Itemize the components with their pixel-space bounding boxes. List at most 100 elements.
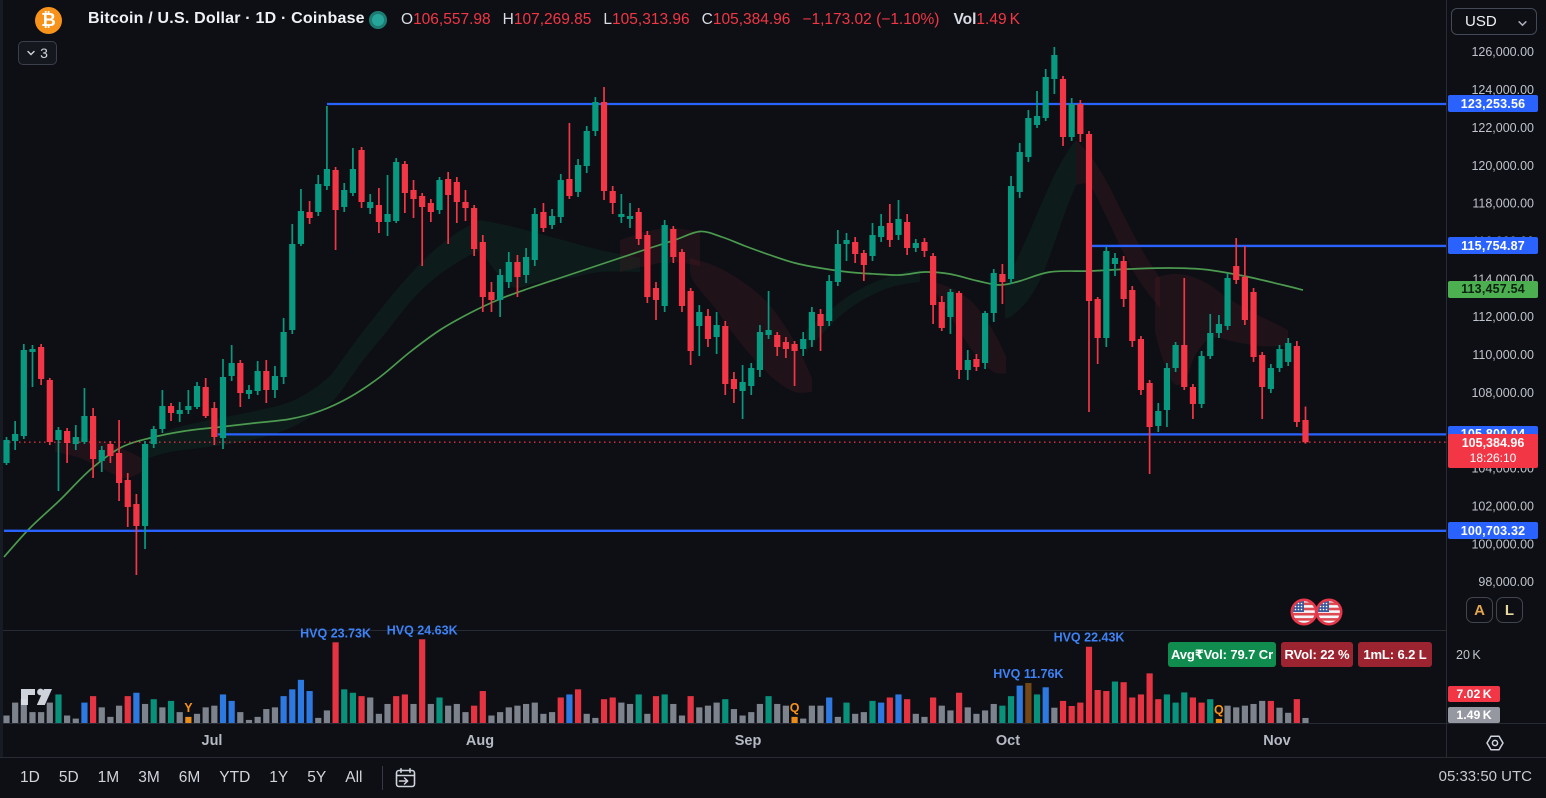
range-buttons: 1D 5D 1M 3M 6M YTD 1Y 5Y All bbox=[0, 765, 372, 791]
volume-bar bbox=[938, 705, 945, 723]
month-label[interactable]: Sep bbox=[735, 733, 762, 749]
candle-body bbox=[1120, 261, 1127, 299]
range-button-all[interactable]: All bbox=[345, 769, 363, 786]
volume-bar bbox=[1077, 702, 1084, 723]
currency-selector[interactable]: USD bbox=[1451, 8, 1537, 35]
volume-bar bbox=[1051, 707, 1058, 723]
candle-body bbox=[791, 344, 798, 351]
candle-body bbox=[626, 216, 634, 219]
auto-scale-label: A bbox=[1474, 601, 1485, 619]
candle-body bbox=[800, 339, 807, 349]
volume-bar bbox=[1241, 705, 1248, 723]
candle-body bbox=[332, 170, 339, 210]
volume-bar bbox=[55, 694, 62, 723]
candle-body bbox=[375, 205, 382, 222]
tradingview-logo[interactable] bbox=[20, 684, 60, 715]
candle-body bbox=[912, 243, 919, 248]
ribbon-maroon bbox=[1076, 140, 1160, 308]
indicator-badge: RVol: 22 % bbox=[1281, 642, 1353, 667]
candle-body bbox=[1189, 387, 1197, 404]
candle-body bbox=[462, 202, 469, 208]
candle-body bbox=[254, 371, 261, 391]
market-status-icon[interactable] bbox=[369, 11, 387, 29]
volume-bar bbox=[38, 712, 45, 723]
candle-body bbox=[1085, 134, 1093, 301]
volume-bar bbox=[574, 689, 582, 723]
month-label[interactable]: Nov bbox=[1263, 733, 1290, 749]
range-button-ytd[interactable]: YTD bbox=[219, 769, 251, 786]
volume-bar bbox=[306, 691, 313, 723]
volume-bar bbox=[505, 707, 512, 723]
volume-scale-label: 20 K bbox=[1456, 648, 1481, 662]
candle-body bbox=[1016, 152, 1023, 192]
volume-bar bbox=[176, 712, 183, 723]
volume-bar bbox=[1198, 702, 1205, 723]
candle-body bbox=[990, 273, 997, 313]
time-axis-separator bbox=[0, 723, 1546, 724]
candle-body bbox=[150, 429, 157, 444]
range-button-1d[interactable]: 1D bbox=[20, 769, 40, 786]
settings-gear-icon[interactable] bbox=[1485, 733, 1505, 758]
range-button-5d[interactable]: 5D bbox=[58, 769, 79, 786]
volume-bar bbox=[904, 699, 911, 723]
candle-body bbox=[219, 377, 227, 438]
volume-bar bbox=[167, 700, 175, 723]
range-button-3m[interactable]: 3M bbox=[138, 769, 160, 786]
change-value: −1,173.02 (−1.10%) bbox=[802, 11, 940, 28]
candle-body bbox=[384, 214, 391, 222]
symbol-title[interactable]: Bitcoin / U.S. Dollar · 1D · Coinbase bbox=[88, 10, 365, 27]
us-flag-icons[interactable] bbox=[1288, 596, 1350, 633]
range-button-6m[interactable]: 6M bbox=[178, 769, 201, 786]
price-tick-label: 102,000.00 bbox=[1471, 499, 1534, 513]
candle-body bbox=[947, 292, 954, 317]
volume-bar bbox=[895, 694, 902, 723]
volume-bar bbox=[817, 705, 824, 723]
month-label[interactable]: Jul bbox=[202, 733, 223, 749]
month-label[interactable]: Oct bbox=[996, 733, 1020, 749]
volume-bar bbox=[523, 703, 530, 723]
candle-body bbox=[90, 416, 97, 459]
volume-bar bbox=[29, 712, 36, 723]
range-button-5y[interactable]: 5Y bbox=[307, 769, 327, 786]
candle-body bbox=[1137, 339, 1145, 390]
volume-bar bbox=[211, 705, 218, 723]
candle-body bbox=[1276, 349, 1283, 368]
go-to-date-button[interactable] bbox=[393, 766, 418, 791]
range-button-1y[interactable]: 1Y bbox=[269, 769, 289, 786]
candle-body bbox=[497, 275, 504, 300]
volume-bar bbox=[791, 716, 798, 723]
candle-body bbox=[159, 406, 166, 429]
candle-body bbox=[826, 281, 833, 321]
volume-bar bbox=[1033, 694, 1041, 723]
volume-bar bbox=[722, 699, 729, 723]
candle-body bbox=[652, 288, 660, 300]
volume-bar bbox=[531, 702, 538, 723]
volume-bar bbox=[1215, 718, 1222, 723]
ribbon-green bbox=[142, 374, 332, 460]
volume-bar bbox=[479, 691, 486, 723]
indicators-collapse-button[interactable]: 3 bbox=[18, 41, 57, 65]
volume-bar bbox=[323, 710, 331, 723]
auto-scale-button[interactable]: A bbox=[1466, 597, 1493, 623]
volume-bar bbox=[583, 713, 590, 723]
candle-body bbox=[488, 292, 495, 300]
candlestick-series bbox=[3, 47, 1309, 575]
volume-bar bbox=[375, 713, 382, 723]
price-tick-label: 116,000.00 bbox=[1472, 234, 1534, 248]
utc-clock[interactable]: 05:33:50 UTC bbox=[1438, 768, 1532, 785]
range-button-1m[interactable]: 1M bbox=[97, 769, 120, 786]
volume-bar bbox=[652, 696, 660, 723]
price-tick-label: 106,000.00 bbox=[1471, 424, 1534, 438]
candle-body bbox=[185, 406, 192, 410]
volume-bar bbox=[332, 642, 339, 723]
log-scale-button[interactable]: L bbox=[1496, 597, 1523, 623]
month-label[interactable]: Aug bbox=[466, 733, 494, 749]
volume-bar bbox=[81, 702, 88, 723]
volume-bar bbox=[193, 713, 201, 723]
hvq-label: HVQ 24.63K bbox=[387, 623, 458, 637]
candle-body bbox=[713, 325, 720, 337]
candle-body bbox=[843, 240, 850, 244]
volume-bar bbox=[46, 702, 53, 723]
pane-separator[interactable] bbox=[0, 630, 1446, 631]
